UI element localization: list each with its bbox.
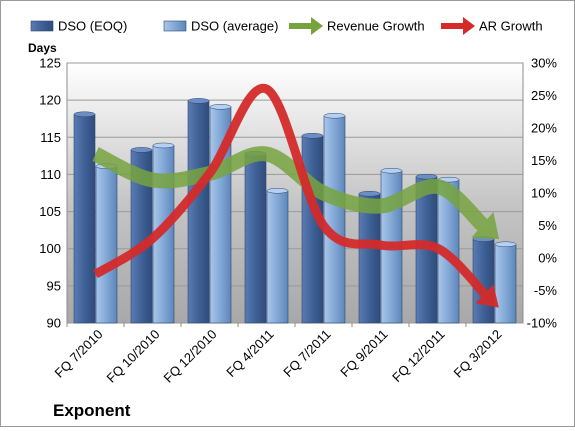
left-tick-label: 90 (47, 316, 61, 331)
x-tick-label: FQ 7/2010 (52, 327, 106, 381)
legend-label: AR Growth (479, 19, 543, 34)
bar-dso-average (494, 243, 517, 324)
bar-dso-eoq (73, 113, 96, 324)
legend-swatch-arrow (463, 17, 475, 35)
bar-dso-average (266, 190, 289, 324)
left-tick-label: 120 (39, 93, 61, 108)
arrowhead-revenue-growth (471, 211, 500, 240)
bar-cap (415, 173, 438, 180)
bar-dso-eoq (301, 135, 324, 324)
bar-cap (266, 188, 289, 194)
left-tick-label: 125 (39, 56, 61, 71)
right-tick-label: 15% (531, 153, 557, 168)
x-tick-label: FQ 7/2011 (280, 327, 333, 380)
left-tick-label: 110 (40, 167, 61, 182)
right-tick-label: 25% (531, 88, 557, 103)
x-tick-label: FQ 12/2010 (160, 327, 219, 386)
left-tick-label: 95 (47, 278, 61, 293)
left-tick-label: 115 (40, 130, 61, 145)
arrowhead-ar-growth (475, 284, 499, 308)
bar-cap (494, 241, 517, 248)
bar-cap (380, 167, 403, 174)
x-tick-label: FQ 9/2011 (337, 327, 390, 380)
legend-label: Revenue Growth (327, 19, 425, 34)
legend-swatch (30, 20, 54, 32)
x-tick-label: FQ 3/2012 (451, 327, 505, 381)
left-tick-label: 105 (39, 204, 61, 219)
bar-cap (187, 98, 210, 104)
bar-cap (73, 111, 96, 118)
bar-cap (301, 133, 324, 139)
right-tick-label: 30% (531, 56, 557, 71)
legend: DSO (EOQ) DSO (average) Revenue Growth AR G… (30, 17, 543, 35)
right-tick-label: 0% (538, 251, 557, 266)
bar-cap (209, 104, 232, 110)
right-tick-label: 10% (531, 186, 557, 201)
bar-dso-average (323, 115, 346, 324)
legend-swatch (441, 23, 465, 29)
left-axis-ticks: 90 95 100 105 110 115 120 125 (39, 56, 61, 331)
bar-dso-eoq (187, 100, 210, 324)
left-axis-label: Days (28, 41, 57, 55)
line-revenue-growth (92, 146, 488, 231)
bar-dso-average (95, 165, 118, 324)
company-name: Exponent (53, 401, 131, 420)
left-tick-label: 100 (39, 241, 61, 256)
right-axis-ticks: -10% -5% 0% 5% 10% 15% 20% 25% 30% (527, 56, 558, 331)
line-ar-growth (93, 83, 488, 297)
right-tick-label: -10% (527, 316, 558, 331)
legend-swatch-arrow (311, 17, 323, 35)
bar-cap (130, 147, 153, 153)
legend-label: DSO (average) (191, 19, 278, 34)
bar-cap (358, 190, 381, 197)
x-tick-label: FQ 4/2011 (223, 327, 276, 380)
legend-label: DSO (EOQ) (58, 19, 127, 34)
right-tick-label: 20% (531, 121, 557, 136)
legend-swatch (163, 20, 187, 32)
bar-dso-eoq (244, 153, 267, 324)
bar-cap (152, 142, 175, 149)
legend-swatch (289, 23, 313, 29)
growth-lines (92, 83, 500, 308)
right-tick-label: -5% (534, 283, 558, 298)
bar-cap (323, 112, 346, 119)
bars (73, 98, 517, 324)
x-tick-label: FQ 12/2011 (389, 327, 447, 385)
x-tick-label: FQ 10/2010 (103, 327, 162, 386)
right-tick-label: 5% (538, 218, 557, 233)
